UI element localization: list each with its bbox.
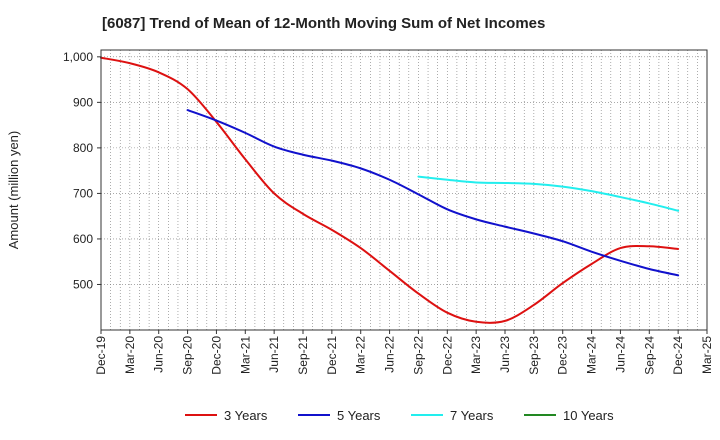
y-tick-label: 500	[73, 277, 93, 291]
x-tick-label: Sep-20	[181, 336, 195, 375]
x-tick-label: Jun-23	[498, 336, 512, 373]
x-axis-ticks: Dec-19 Mar-20 Jun-20 Sep-20 Dec-20 Mar-21 Jun-…	[94, 330, 714, 375]
legend-label-10-years: 10 Years	[563, 408, 614, 423]
x-tick-label: Mar-22	[354, 336, 368, 374]
legend-label-7-years: 7 Years	[450, 408, 494, 423]
y-axis-ticks: 500 600 700 800 900 1,000	[63, 50, 101, 291]
series-lines	[100, 56, 680, 324]
y-axis-title: Amount (million yen)	[6, 131, 21, 250]
x-tick-label: Mar-24	[585, 336, 599, 374]
x-tick-label: Dec-23	[556, 336, 570, 375]
y-tick-label: 800	[73, 141, 93, 155]
chart-title: [6087] Trend of Mean of 12-Month Moving …	[102, 15, 546, 32]
plot-frame	[100, 49, 708, 331]
x-tick-label: Sep-23	[527, 336, 541, 375]
y-tick-label: 700	[73, 186, 93, 200]
x-tick-label: Mar-21	[238, 336, 252, 374]
x-tick-label: Jun-22	[383, 336, 397, 373]
series-line-3-years	[100, 56, 680, 324]
series-line-5-years	[186, 109, 680, 277]
x-tick-label: Mar-23	[469, 336, 483, 374]
x-tick-label: Dec-19	[94, 336, 108, 375]
x-tick-label: Dec-22	[440, 336, 454, 375]
series-line-7-years	[417, 175, 680, 212]
x-tick-label: Jun-24	[613, 336, 627, 373]
x-tick-label: Dec-24	[671, 336, 685, 375]
x-tick-label: Dec-20	[209, 336, 223, 375]
legend-label-5-years: 5 Years	[337, 408, 381, 423]
y-tick-label: 600	[73, 232, 93, 246]
y-tick-label: 900	[73, 95, 93, 109]
x-tick-label: Sep-21	[296, 336, 310, 375]
x-tick-label: Mar-25	[700, 336, 714, 374]
legend-label-3-years: 3 Years	[224, 408, 268, 423]
x-tick-label: Jun-21	[267, 336, 281, 373]
y-tick-label: 1,000	[63, 50, 93, 64]
x-tick-label: Sep-24	[642, 336, 656, 375]
x-tick-label: Dec-21	[325, 336, 339, 375]
x-tick-label: Jun-20	[152, 336, 166, 373]
legend: 3 Years 5 Years 7 Years 10 Years	[185, 408, 614, 423]
x-tick-label: Mar-20	[123, 336, 137, 374]
x-tick-label: Sep-22	[411, 336, 425, 375]
